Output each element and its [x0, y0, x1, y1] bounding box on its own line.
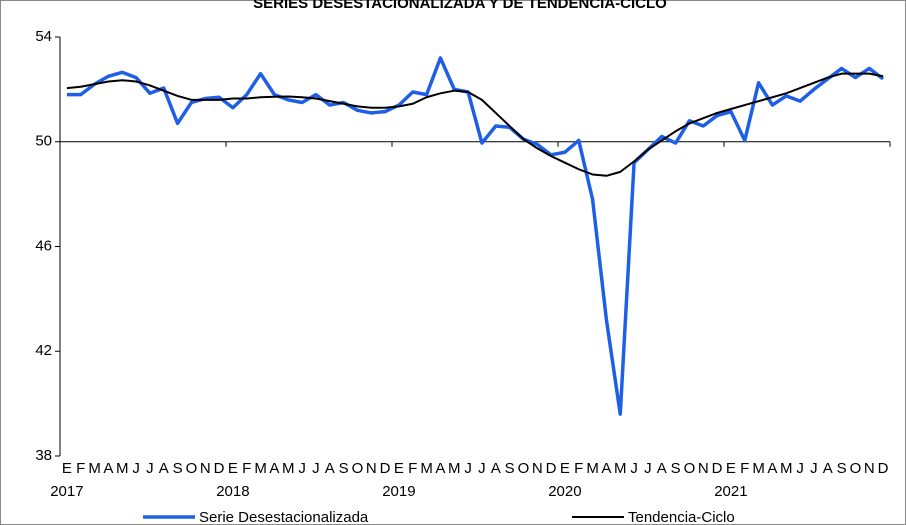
x-tick-label: N	[698, 460, 709, 477]
x-tick-label: E	[62, 460, 72, 477]
x-tick-label: A	[657, 460, 667, 477]
x-tick-label: J	[810, 460, 818, 477]
x-tick-label: J	[298, 460, 306, 477]
legend-label: Tendencia-Ciclo	[628, 509, 735, 525]
x-tick-label: A	[491, 460, 501, 477]
y-tick-label: 38	[35, 447, 52, 464]
y-tick-label: 50	[35, 133, 52, 150]
x-tick-label: D	[878, 460, 889, 477]
y-tick-label: 46	[35, 237, 52, 254]
x-tick-label: A	[159, 460, 169, 477]
x-tick-label: S	[173, 460, 183, 477]
x-tick-label: S	[671, 460, 681, 477]
year-label: 2019	[382, 483, 415, 500]
year-label: 2017	[50, 483, 83, 500]
x-tick-label: N	[532, 460, 543, 477]
x-tick-label: A	[103, 460, 113, 477]
x-tick-label: A	[823, 460, 833, 477]
x-tick-label: M	[282, 460, 295, 477]
x-tick-label: A	[601, 460, 611, 477]
x-tick-label: A	[435, 460, 445, 477]
x-tick-label: J	[644, 460, 652, 477]
x-tick-label: E	[726, 460, 736, 477]
x-tick-label: M	[448, 460, 461, 477]
x-tick-label: S	[837, 460, 847, 477]
x-tick-label: J	[796, 460, 804, 477]
x-tick-label: J	[312, 460, 320, 477]
x-tick-label: N	[864, 460, 875, 477]
x-tick-label: F	[242, 460, 251, 477]
x-tick-label: D	[214, 460, 225, 477]
x-tick-label: A	[325, 460, 335, 477]
x-tick-label: D	[712, 460, 723, 477]
x-tick-label: M	[88, 460, 101, 477]
y-tick-label: 54	[35, 28, 52, 45]
x-tick-label: J	[146, 460, 154, 477]
x-tick-label: O	[186, 460, 198, 477]
x-tick-label: E	[394, 460, 404, 477]
x-tick-label: N	[366, 460, 377, 477]
x-tick-label: A	[767, 460, 777, 477]
x-tick-label: M	[420, 460, 433, 477]
x-tick-label: A	[269, 460, 279, 477]
x-tick-label: F	[574, 460, 583, 477]
x-tick-label: E	[228, 460, 238, 477]
x-tick-label: F	[76, 460, 85, 477]
year-label: 2021	[714, 483, 747, 500]
x-tick-label: J	[464, 460, 472, 477]
chart-title: SERIES DESESTACIONALIZADA Y DE TENDENCIA…	[253, 0, 667, 12]
x-tick-label: J	[630, 460, 638, 477]
x-tick-label: M	[586, 460, 599, 477]
x-tick-label: O	[684, 460, 696, 477]
x-tick-label: S	[505, 460, 515, 477]
year-label: 2020	[548, 483, 581, 500]
x-tick-label: O	[352, 460, 364, 477]
y-tick-label: 42	[35, 342, 52, 359]
x-tick-label: D	[546, 460, 557, 477]
x-tick-label: J	[132, 460, 140, 477]
x-tick-label: F	[740, 460, 749, 477]
x-tick-label: M	[614, 460, 627, 477]
x-tick-label: S	[339, 460, 349, 477]
x-tick-label: J	[478, 460, 486, 477]
x-tick-label: M	[254, 460, 267, 477]
x-tick-label: O	[850, 460, 862, 477]
x-tick-label: O	[518, 460, 530, 477]
series-line	[66, 56, 885, 416]
x-tick-label: M	[116, 460, 129, 477]
x-tick-label: F	[408, 460, 417, 477]
x-tick-label: N	[200, 460, 211, 477]
legend-label: Serie Desestacionalizada	[199, 509, 369, 525]
year-label: 2018	[216, 483, 249, 500]
x-tick-label: D	[380, 460, 391, 477]
x-tick-label: E	[560, 460, 570, 477]
series-line	[66, 72, 884, 177]
x-tick-label: M	[780, 460, 793, 477]
x-tick-label: M	[752, 460, 765, 477]
